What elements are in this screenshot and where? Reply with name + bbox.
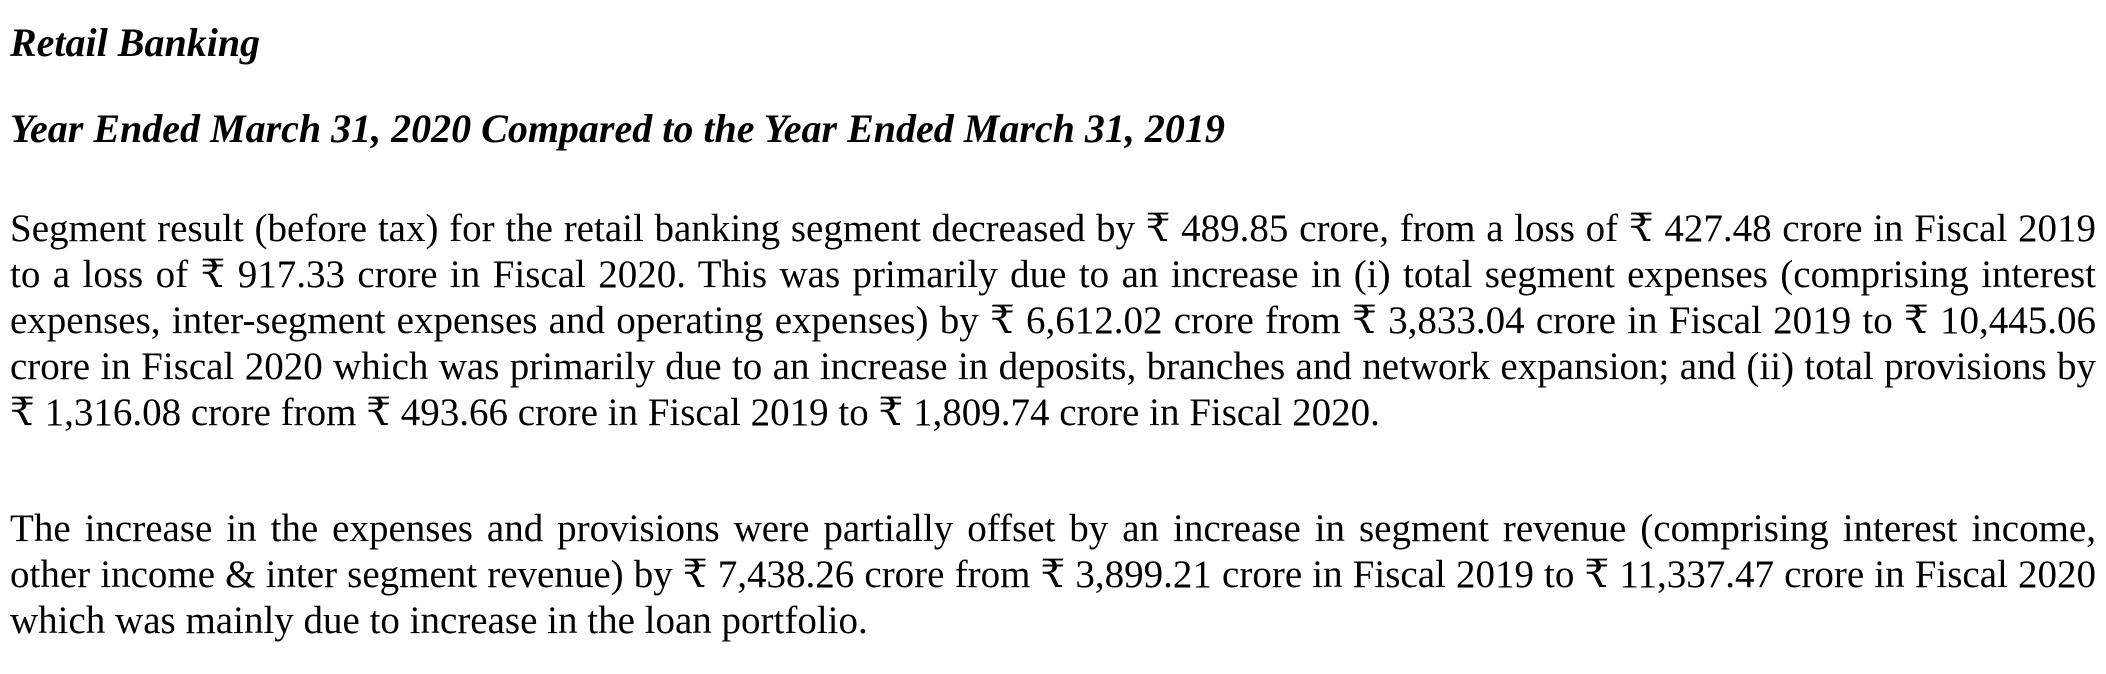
document-body: Retail Banking Year Ended March 31, 2020… (10, 18, 2096, 644)
section-heading: Retail Banking (10, 20, 261, 65)
paragraph-revenue-offset: The increase in the expenses and provisi… (10, 507, 2096, 642)
paragraph-segment-result: Segment result (before tax) for the reta… (10, 207, 2096, 434)
section-subheading: Year Ended March 31, 2020 Compared to th… (10, 106, 1225, 151)
